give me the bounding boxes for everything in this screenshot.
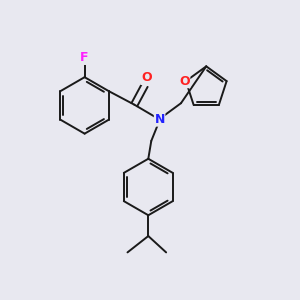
Text: O: O <box>141 71 152 84</box>
Text: O: O <box>179 75 190 88</box>
Text: N: N <box>154 113 165 126</box>
Text: F: F <box>80 51 89 64</box>
